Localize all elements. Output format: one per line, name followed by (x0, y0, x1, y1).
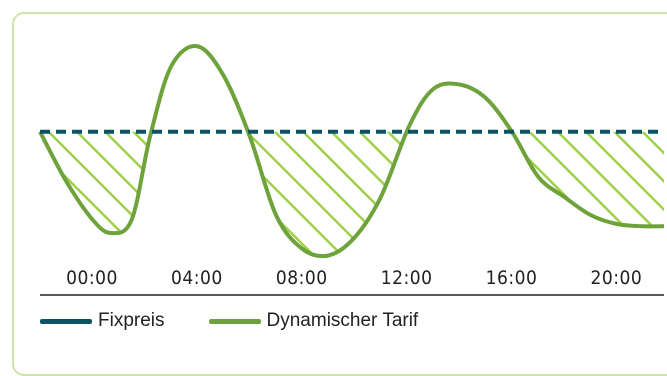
series-lines (38, 44, 665, 259)
savings-area (40, 131, 664, 257)
legend-swatch-fixed (40, 318, 92, 324)
x-tick-label: 08:00 (276, 267, 328, 289)
dynamic-tariff-line (38, 44, 665, 259)
x-tick-label: 20:00 (590, 267, 642, 289)
savings-hatch-area (40, 131, 664, 257)
legend-item-fixed: Fixpreis (40, 310, 165, 332)
x-tick-label: 12:00 (381, 267, 433, 289)
legend: Fixpreis Dynamischer Tarif (40, 308, 418, 334)
x-tick-label: 04:00 (171, 267, 223, 289)
legend-label-dynamic: Dynamischer Tarif (266, 310, 419, 331)
x-axis-ticks: 00:00 04:00 08:00 12:00 16:00 20:00 (66, 267, 642, 289)
chart: 00:00 04:00 08:00 12:00 16:00 20:00 (38, 44, 665, 296)
x-tick-label: 16:00 (486, 267, 538, 289)
x-tick-label: 00:00 (66, 267, 118, 289)
legend-swatch-dynamic (208, 318, 261, 324)
legend-item-dynamic: Dynamischer Tarif (208, 310, 419, 332)
legend-label-fixed: Fixpreis (98, 310, 165, 331)
